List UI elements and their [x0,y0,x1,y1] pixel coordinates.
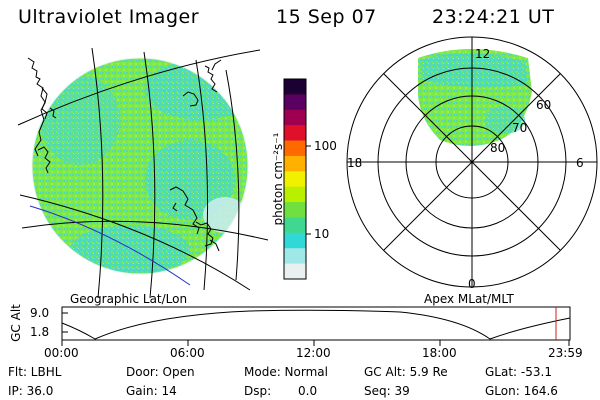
color-scale-segment [284,248,306,265]
mlat-label-60: 60 [536,98,551,112]
polar-plot: 12 18 6 0 60 70 80 [346,36,598,291]
mlat-label-70: 70 [512,121,527,135]
mlt-label-6: 6 [576,156,584,170]
color-scale-tick-100: 100 [314,139,337,153]
color-scale-segment [284,171,306,188]
time-tick-12: 12:00 [296,346,331,360]
time-tick-end: 23:59 [548,346,583,360]
color-scale-bar [283,78,311,280]
header-time: 23:24:21 UT [432,6,555,28]
status-gc-alt: GC Alt: 5.9 Re [364,365,448,379]
time-tick-18: 18:00 [422,346,457,360]
mlt-label-0: 0 [468,277,476,291]
color-scale-segment [284,94,306,111]
color-scale-segment [284,125,306,142]
status-mode: Mode: Normal [244,365,328,379]
time-tick-06: 06:00 [170,346,205,360]
time-tick-00: 00:00 [44,346,79,360]
color-scale-tick-10: 10 [314,227,330,241]
status-dsp-label: Dsp: [244,384,272,398]
status-gain: Gain: 14 [126,384,177,398]
color-scale-segment [284,217,306,234]
header-date: 15 Sep 07 [276,6,377,28]
polar-caption: Apex MLat/MLT [424,292,514,306]
altitude-plot [61,306,571,346]
color-scale-segment [284,109,306,126]
mlt-label-18: 18 [347,156,362,170]
status-glat: GLat: -53.1 [485,365,552,379]
status-dsp-value: 0.0 [298,384,318,398]
status-seq: Seq: 39 [364,384,410,398]
coastline [27,57,222,252]
color-scale-segment [284,186,306,203]
geographic-caption: Geographic Lat/Lon [70,292,188,306]
altitude-ylabel: GC Alt [9,304,23,342]
color-scale-segment [284,79,306,95]
color-scale-segment [284,232,306,249]
color-scale-unit-label: photon cm⁻²s⁻¹ [271,132,285,226]
status-ip: IP: 36.0 [8,384,54,398]
status-glon: GLon: 164.6 [485,384,558,398]
mlat-label-80: 80 [490,141,505,155]
color-scale-segment [284,155,306,172]
color-scale-segment [284,263,306,280]
status-door: Door: Open [126,365,195,379]
altitude-curve [61,309,571,340]
instrument-title: Ultraviolet Imager [18,6,200,28]
orbit-track [29,205,191,286]
status-filter: Flt: LBHL [8,365,62,379]
color-scale-segment [284,140,306,157]
altitude-ytick-9: 9.0 [30,306,50,320]
lat-lon-grid [17,47,269,299]
aurora-image-geo [32,58,248,274]
geographic-map [17,47,269,299]
color-scale-segment [284,202,306,218]
mlt-label-12: 12 [475,47,490,61]
altitude-ytick-1-8: 1.8 [30,325,50,339]
